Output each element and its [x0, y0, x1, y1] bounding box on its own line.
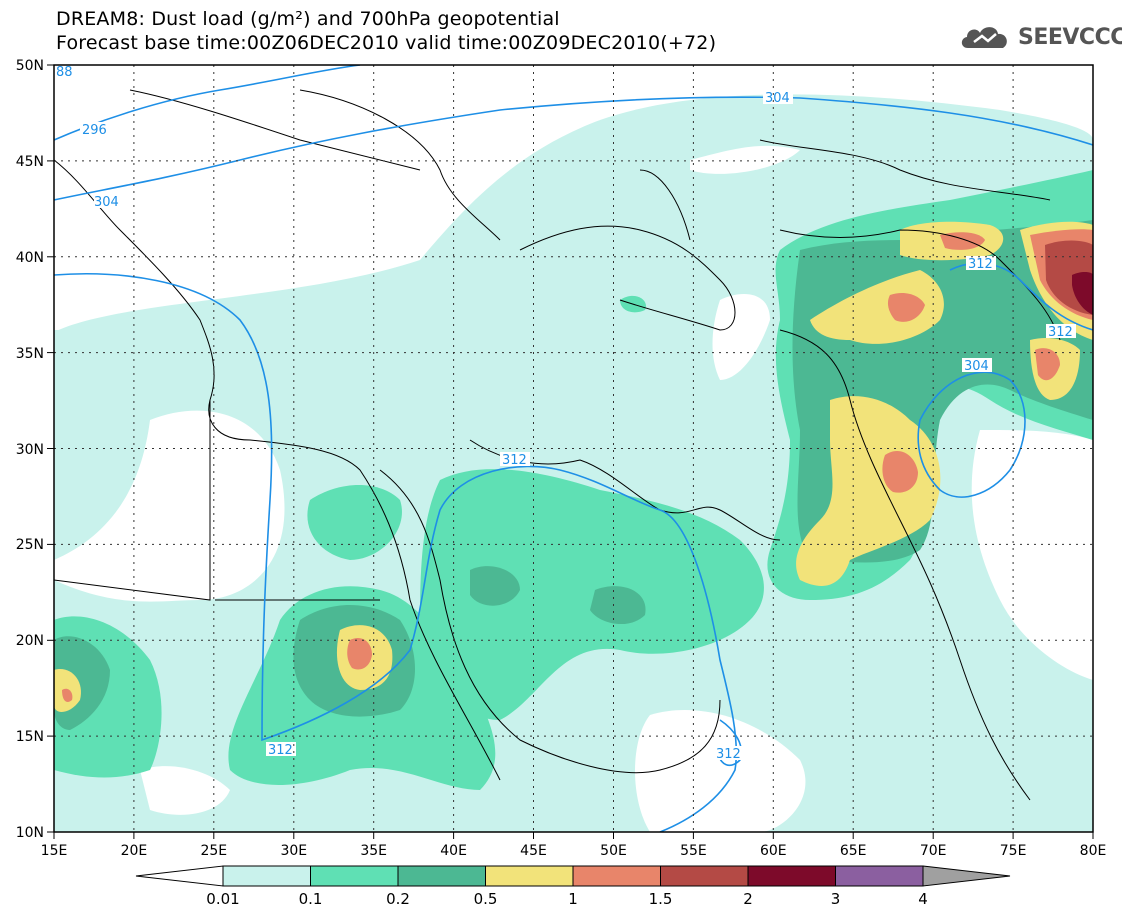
- colorbar-label: 1.5: [648, 890, 673, 908]
- colorbar-cell: [835, 865, 924, 887]
- lon-label: 60E: [760, 843, 787, 859]
- colorbar-cell: [660, 865, 749, 887]
- colorbar-label: 4: [918, 890, 928, 908]
- lat-label: 40N: [16, 250, 44, 266]
- contour-label: 304: [94, 195, 119, 210]
- lat-label: 20N: [16, 633, 44, 649]
- graticule: [54, 65, 1093, 832]
- contour-label: 88: [56, 65, 73, 80]
- colorbar-label: 3: [830, 890, 841, 908]
- lon-label: 55E: [680, 843, 707, 859]
- contour-label: 312: [268, 743, 293, 758]
- colorbar: [135, 865, 1011, 887]
- lon-label: 35E: [360, 843, 387, 859]
- lon-label: 75E: [1000, 843, 1027, 859]
- lat-label: 35N: [16, 346, 44, 362]
- colorbar-label: 0.1: [298, 890, 323, 908]
- contour-label: 312: [968, 257, 993, 272]
- lon-label: 25E: [200, 843, 227, 859]
- dust-level-2: [1072, 271, 1093, 315]
- lat-label: 50N: [16, 58, 44, 74]
- axis-ticks: [47, 64, 1094, 839]
- lon-label: 15E: [41, 843, 68, 859]
- lat-label: 30N: [16, 442, 44, 458]
- lon-label: 50E: [600, 843, 627, 859]
- colorbar-cell: [222, 865, 311, 887]
- map-title-line1: DREAM8: Dust load (g/m²) and 700hPa geop…: [56, 8, 560, 30]
- lon-label: 20E: [121, 843, 148, 859]
- lat-label: 10N: [16, 825, 44, 841]
- contour-label: 312: [716, 747, 741, 762]
- contour-label: 312: [502, 453, 527, 468]
- contour-label: 304: [964, 359, 989, 374]
- lon-label: 65E: [840, 843, 867, 859]
- contour-label: 296: [82, 123, 107, 138]
- lon-label: 70E: [920, 843, 947, 859]
- lon-label: 30E: [280, 843, 307, 859]
- colorbar-label: 0.2: [386, 890, 410, 908]
- colorbar-label: 0.01: [206, 890, 240, 908]
- contour-label: 304: [765, 91, 790, 106]
- colorbar-cell: [572, 865, 661, 887]
- coastlines: [54, 89, 1061, 801]
- seevccc-logo: SEEVCCC: [958, 22, 1122, 52]
- lon-label: 80E: [1080, 843, 1107, 859]
- lat-labels: 50N 45N 40N 35N 30N 25N 20N 15N 10N: [16, 58, 44, 841]
- colorbar-cell: [397, 865, 486, 887]
- cloud-icon: [961, 27, 1007, 48]
- lat-label: 45N: [16, 154, 44, 170]
- map-fields: 304 296 304 312 312 312 304 312 312 88: [54, 65, 1093, 832]
- lat-label: 25N: [16, 537, 44, 553]
- lat-label: 15N: [16, 729, 44, 745]
- colorbar-label: 1: [568, 890, 578, 908]
- lon-labels: 15E 20E 25E 30E 35E 40E 45E 50E 55E 60E …: [41, 843, 1107, 859]
- contour-label: 312: [1048, 325, 1073, 340]
- logo-text: SEEVCCC: [1018, 24, 1122, 50]
- contour-labels: 304 296 304 312 312 312 304 312 312 88: [56, 65, 1076, 762]
- colorbar-label: 0.5: [473, 890, 498, 908]
- colorbar-label: 2: [743, 890, 753, 908]
- lon-label: 40E: [440, 843, 467, 859]
- lon-label: 45E: [520, 843, 547, 859]
- colorbar-cell: [135, 865, 224, 887]
- colorbar-cell: [747, 865, 836, 887]
- colorbar-cell: [310, 865, 399, 887]
- geopotential-contours: [54, 65, 1093, 832]
- dust-free-areas: [54, 65, 1093, 832]
- colorbar-cell: [922, 865, 1011, 887]
- colorbar-cell: [485, 865, 574, 887]
- map-title-line2: Forecast base time:00Z06DEC2010 valid ti…: [56, 32, 717, 54]
